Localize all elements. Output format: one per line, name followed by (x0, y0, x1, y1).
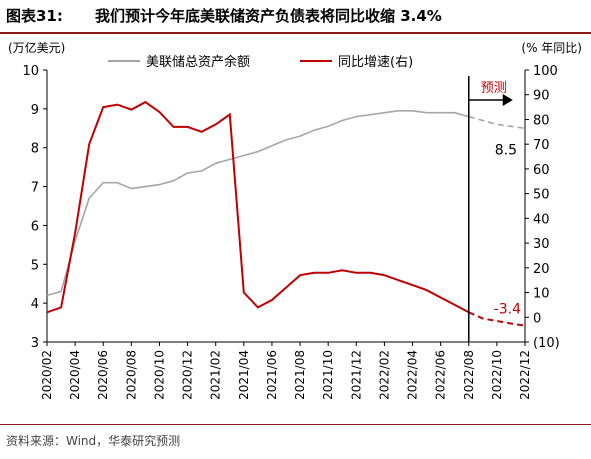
x-tick-label: 2022/02 (377, 350, 391, 400)
left-tick-label: 5 (31, 258, 39, 273)
x-tick-label: 2021/06 (265, 350, 279, 400)
x-tick-label: 2020/10 (152, 350, 166, 400)
right-tick-label: 50 (533, 188, 550, 203)
yoy-growth-end-label: -3.4 (494, 302, 521, 318)
x-tick-label: 2022/10 (490, 350, 504, 400)
right-tick-label: 20 (533, 262, 550, 277)
figure-header: 图表31: 我们预计今年底美联储资产负债表将同比收缩 3.4% (0, 0, 591, 34)
left-tick-label: 6 (31, 219, 39, 234)
left-axis-unit: (万亿美元) (8, 40, 65, 55)
left-tick-label: 3 (31, 336, 39, 351)
right-tick-label: 60 (533, 163, 550, 178)
x-tick-label: 2020/12 (181, 350, 195, 400)
yoy-growth-line (46, 100, 470, 314)
right-axis-unit: (% 年同比) (521, 41, 582, 55)
figure-number: 图表31: (6, 7, 63, 25)
x-tick-label: 2020/06 (96, 350, 110, 400)
right-tick-label: 80 (533, 113, 550, 128)
total-assets-end-label: 8.5 (495, 142, 517, 158)
dual-axis-line-chart: (万亿美元) (% 年同比) 3 4 5 6 7 8 9 10 (10) 0 10 20 30 40 50 60 7… (8, 40, 582, 400)
x-tick-label: 2022/12 (518, 350, 532, 400)
total-assets-forecast-line (468, 115, 526, 130)
x-tick-label: 2020/02 (40, 350, 54, 400)
x-tick-label: 2022/04 (406, 350, 420, 400)
left-tick-label: 9 (31, 103, 39, 118)
x-tick-label: 2020/04 (68, 350, 82, 400)
x-tick-label: 2021/08 (293, 350, 307, 400)
x-tick-label: 2021/10 (321, 350, 335, 400)
right-tick-label: 100 (533, 64, 558, 79)
right-tick-label: 30 (533, 237, 550, 252)
x-tick-label: 2022/08 (462, 350, 476, 400)
right-tick-label: 40 (533, 212, 550, 227)
left-tick-label: 10 (22, 64, 39, 79)
right-tick-label: (10) (533, 336, 560, 351)
left-tick-label: 8 (31, 142, 39, 157)
yoy-growth-forecast-line (468, 311, 526, 327)
right-tick-label: 0 (533, 311, 541, 326)
x-tick-label: 2021/04 (237, 350, 251, 400)
legend-label-yoy-growth: 同比增速(右) (338, 55, 413, 70)
footer-divider (0, 424, 591, 425)
right-tick-label: 70 (533, 138, 550, 153)
figure-title: 我们预计今年底美联储资产负债表将同比收缩 3.4% (95, 7, 442, 25)
x-tick-label: 2022/06 (434, 350, 448, 400)
right-tick-label: 10 (533, 287, 550, 302)
legend-label-total-assets: 美联储总资产余额 (146, 54, 250, 70)
forecast-label: 预测 (481, 81, 507, 96)
x-tick-label: 2020/08 (124, 350, 138, 400)
source-note: 资料来源：Wind，华泰研究预测 (6, 434, 181, 448)
left-tick-label: 4 (31, 297, 39, 312)
x-tick-label: 2021/12 (349, 350, 363, 400)
forecast-arrow-icon (502, 94, 513, 106)
right-tick-label: 90 (533, 89, 550, 104)
total-assets-line (46, 110, 470, 297)
left-tick-label: 7 (31, 181, 39, 196)
x-tick-label: 2021/02 (209, 350, 223, 400)
chart-area: (万亿美元) (% 年同比) 3 4 5 6 7 8 9 10 (10) 0 10 20 30 40 50 60 7… (0, 34, 591, 424)
